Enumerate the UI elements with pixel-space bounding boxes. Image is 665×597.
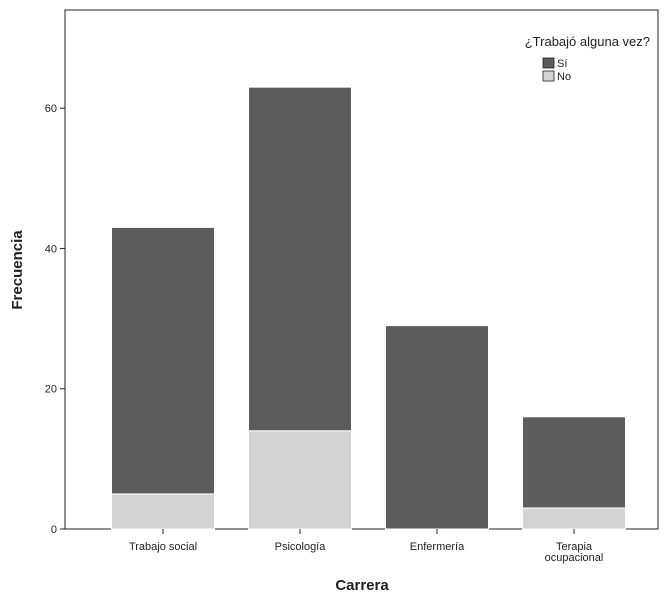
y-tick-label: 60 [45,103,57,115]
bar-no [248,430,352,530]
x-tick-label: Trabajo social [129,541,197,553]
legend-label: Sí [557,58,567,70]
x-axis: Trabajo social Psicología Enfermería Terapi… [129,529,603,564]
bar-si [522,416,626,509]
legend-label: No [557,71,571,83]
y-axis: 0 20 40 60 [45,103,65,536]
bar-no [522,507,626,530]
x-tick-label: Enfermería [410,541,465,553]
y-tick-label: 0 [51,524,57,536]
bar-si [111,226,215,495]
legend-title: ¿Trabajó alguna vez? [525,34,650,49]
x-tick-label: Psicología [275,541,327,553]
y-axis-title: Frecuencia [9,230,26,310]
bar-si [248,86,352,432]
bar-si [385,325,489,530]
bars [111,86,626,530]
legend-swatch [542,70,555,82]
x-tick-label: Terapia ocupacional [545,541,604,564]
y-tick-label: 40 [45,243,57,255]
x-axis-title: Carrera [335,577,389,594]
legend-swatch [542,57,555,69]
bar-no [111,493,215,530]
y-tick-label: 20 [45,384,57,396]
